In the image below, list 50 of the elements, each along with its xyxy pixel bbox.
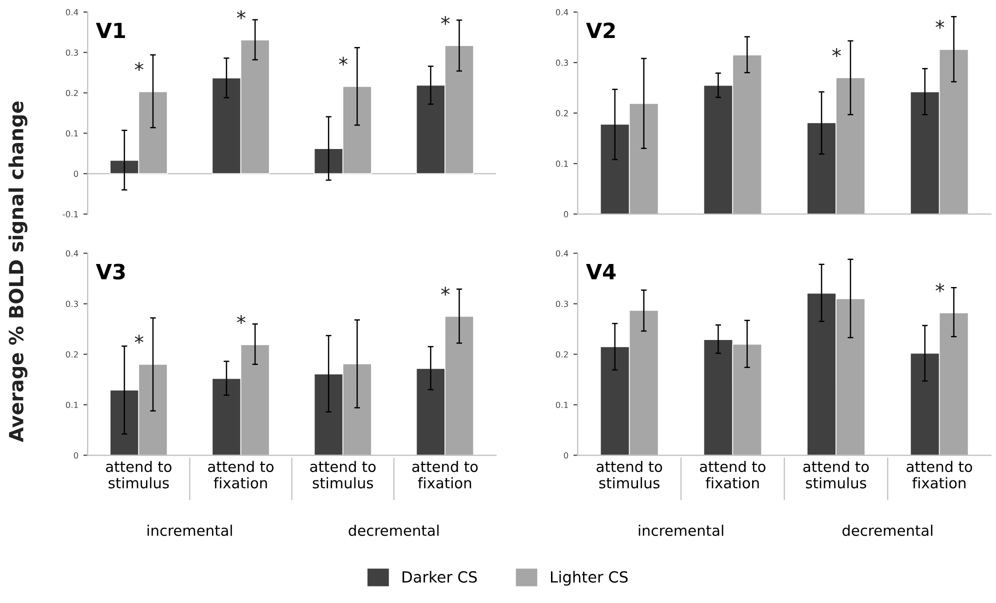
y-tick-label: 0.2 (556, 351, 568, 358)
chart-title: V3 (96, 264, 125, 280)
annotation: * (236, 10, 246, 20)
y-tick-label: 0.1 (556, 402, 568, 408)
x-tick-label: attend to fixation (412, 460, 478, 488)
annotation: * (441, 16, 450, 25)
y-tick-label: 0.2 (66, 90, 78, 96)
annotation: * (338, 56, 348, 66)
x-tick-label: attend to stimulus (803, 460, 869, 488)
legend-label: Lighter CS (550, 570, 628, 586)
annotation: * (134, 62, 144, 71)
chart-title: V4 (586, 264, 616, 280)
y-axis-title: Average % BOLD signal change (8, 101, 28, 442)
y-tick-label: 0.1 (66, 130, 78, 137)
annotation: * (832, 48, 841, 57)
y-tick-label: 0.1 (556, 160, 568, 167)
y-tick-label: 0.3 (556, 60, 568, 66)
y-tick-label: 0.2 (66, 351, 78, 358)
text: decremental (348, 524, 439, 536)
y-tick-label: 0.4 (66, 250, 78, 257)
y-tick-label: 0 (74, 170, 78, 177)
y-tick-label: -0.1 (62, 211, 78, 218)
y-tick-label: 0 (564, 211, 568, 218)
annotation: * (236, 315, 246, 324)
x-tick-label: attend to fixation (700, 460, 766, 488)
y-tick-label: 0.4 (556, 250, 568, 257)
text: decremental (842, 524, 932, 536)
y-tick-label: 0.3 (66, 300, 78, 308)
y-tick-label: 0 (74, 452, 78, 459)
y-tick-label: 0.3 (556, 300, 568, 308)
legend-label: Darker CS (402, 570, 477, 583)
annotation: * (936, 283, 944, 292)
annotation: * (936, 20, 944, 29)
y-tick-label: 0.1 (66, 402, 78, 408)
chart-title: V2 (586, 22, 615, 38)
x-tick-label: attend to stimulus (310, 460, 376, 488)
text: incremental (148, 524, 232, 536)
y-tick-label: 0.4 (556, 9, 568, 16)
y-tick-label: 0 (564, 452, 568, 459)
x-tick-label: attend to stimulus (596, 460, 662, 488)
y-tick-label: 0.2 (556, 110, 568, 116)
annotation: * (441, 286, 450, 296)
y-tick-label: 0.4 (66, 9, 78, 16)
x-tick-label: attend to fixation (906, 460, 972, 488)
annotation: * (134, 334, 144, 344)
x-tick-label: attend to fixation (208, 460, 274, 488)
y-tick-label: 0.3 (66, 49, 78, 56)
x-tick-label: attend to stimulus (106, 460, 172, 488)
text: incremental (638, 524, 724, 536)
chart-title: V1 (96, 22, 125, 38)
